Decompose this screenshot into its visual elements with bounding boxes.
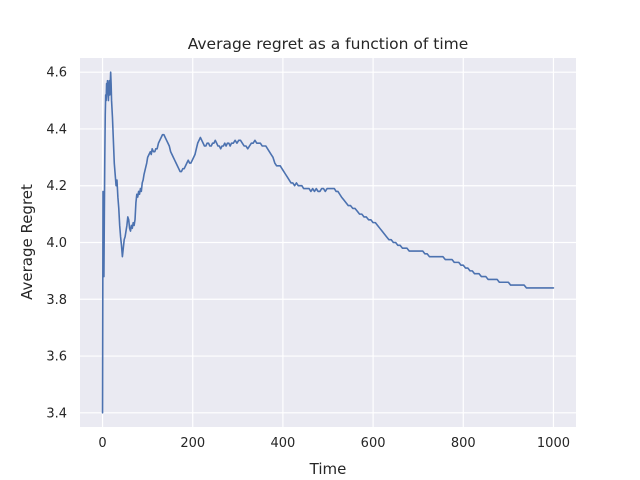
x-tick-label: 600 bbox=[361, 436, 386, 451]
series-layer bbox=[101, 71, 555, 414]
x-tick-label: 800 bbox=[451, 436, 476, 451]
y-tick-labels: 3.4 3.6 3.8 4.0 4.2 4.4 4.6 bbox=[46, 66, 67, 422]
chart-title: Average regret as a function of time bbox=[188, 35, 469, 53]
y-axis-label: Average Regret bbox=[18, 184, 36, 300]
y-tick-label: 3.4 bbox=[46, 406, 67, 421]
y-tick-label: 3.6 bbox=[46, 350, 67, 365]
x-tick-label: 400 bbox=[270, 436, 295, 451]
x-tick-label: 200 bbox=[180, 436, 205, 451]
x-axis-label: Time bbox=[309, 460, 347, 478]
y-tick-label: 4.4 bbox=[46, 122, 67, 137]
y-tick-label: 3.8 bbox=[46, 293, 67, 308]
y-tick-label: 4.0 bbox=[46, 236, 67, 251]
x-tick-labels: 0 200 400 600 800 1000 bbox=[98, 436, 570, 451]
x-tick-label: 1000 bbox=[537, 436, 570, 451]
series-line bbox=[101, 71, 555, 414]
y-tick-label: 4.2 bbox=[46, 179, 67, 194]
grid bbox=[80, 58, 576, 427]
y-tick-label: 4.6 bbox=[46, 66, 67, 81]
x-tick-label: 0 bbox=[98, 436, 106, 451]
